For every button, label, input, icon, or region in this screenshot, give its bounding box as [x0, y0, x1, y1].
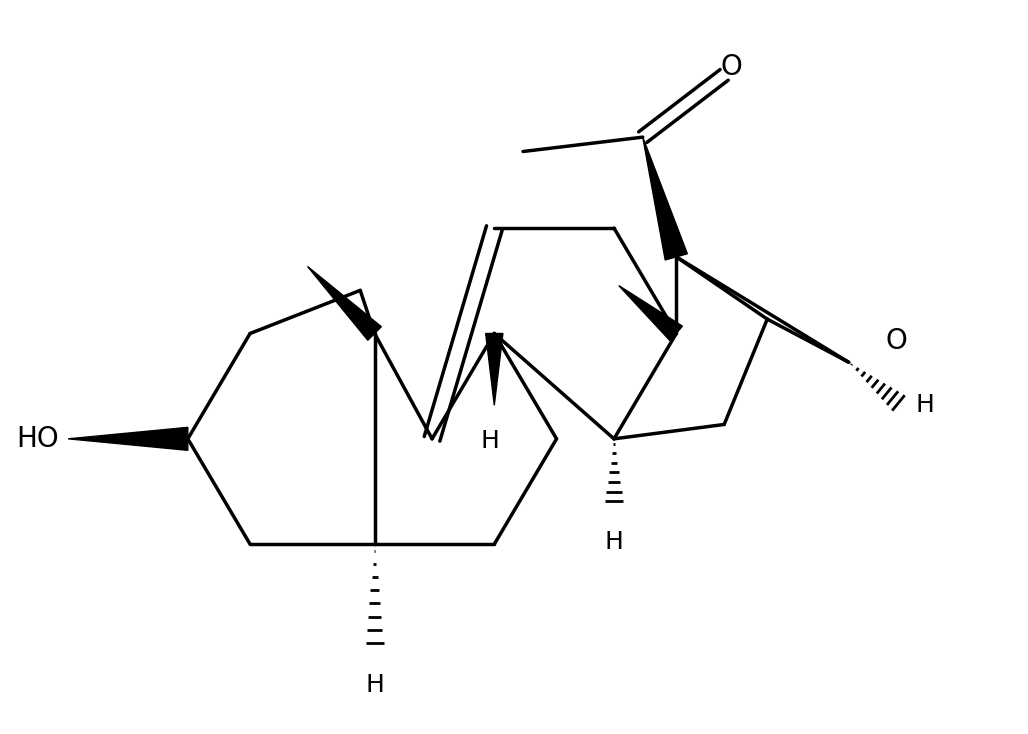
Text: H: H — [604, 530, 623, 554]
Text: H: H — [365, 674, 384, 697]
Polygon shape — [642, 137, 688, 260]
Text: HO: HO — [15, 425, 59, 453]
Text: O: O — [885, 327, 907, 355]
Polygon shape — [68, 427, 188, 451]
Text: H: H — [916, 393, 934, 418]
Text: H: H — [480, 429, 499, 454]
Text: O: O — [721, 54, 742, 81]
Polygon shape — [619, 286, 683, 341]
Polygon shape — [307, 266, 381, 341]
Polygon shape — [485, 333, 503, 405]
